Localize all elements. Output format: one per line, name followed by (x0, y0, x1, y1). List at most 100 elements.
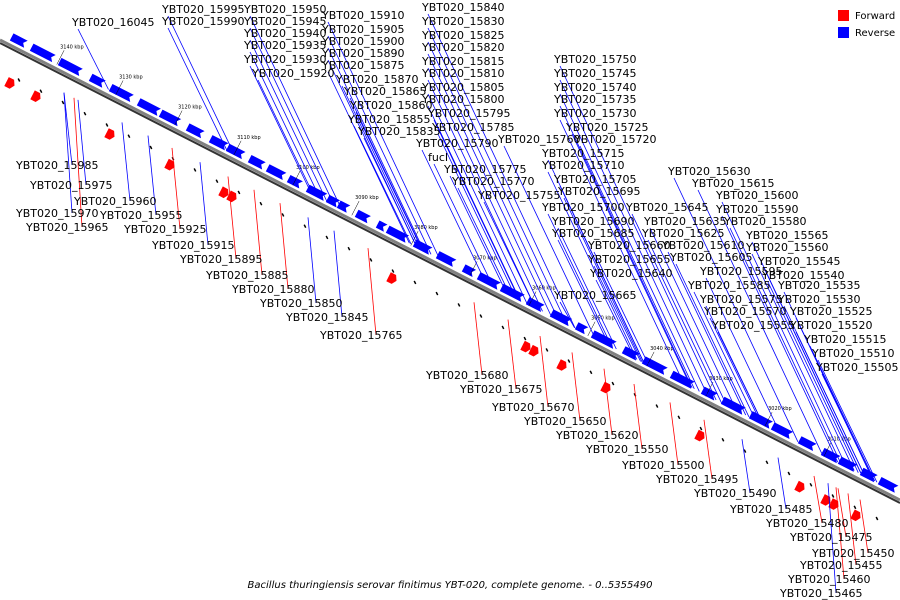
gene-label[interactable]: YBT020_15560 (745, 241, 828, 254)
gene-label-text[interactable]: YBT020_15885 (205, 269, 288, 282)
gene-label[interactable]: YBT020_15795 (427, 107, 510, 120)
reverse-gene-17[interactable] (375, 220, 388, 232)
gene-label[interactable]: YBT020_15480 (765, 517, 848, 530)
gene-label-text[interactable]: YBT020_15705 (553, 173, 636, 186)
gene-label[interactable]: YBT020_15805 (421, 81, 504, 94)
gene-label[interactable]: YBT020_15935 (243, 39, 326, 52)
gene-label[interactable]: YBT020_15700 (541, 201, 624, 214)
gene-label-text[interactable]: YBT020_15925 (123, 223, 206, 236)
gene-label-text[interactable]: YBT020_15700 (541, 201, 624, 214)
gene-label-text[interactable]: YBT020_15645 (625, 201, 708, 214)
reverse-gene-24[interactable] (525, 297, 545, 312)
gene-label[interactable]: YBT020_15605 (669, 251, 752, 264)
reverse-gene-19[interactable] (412, 239, 433, 255)
gene-label-text[interactable]: YBT020_15875 (321, 59, 404, 72)
gene-label-text[interactable]: YBT020_15650 (523, 415, 606, 428)
gene-label-text[interactable]: YBT020_15475 (789, 531, 872, 544)
gene-label-text[interactable]: YBT020_15745 (553, 67, 636, 80)
gene-label-text[interactable]: YBT020_15625 (641, 227, 724, 240)
gene-label[interactable]: YBT020_15755 (477, 189, 560, 202)
gene-label-text[interactable]: YBT020_15995 (161, 3, 244, 16)
gene-label[interactable]: YBT020_15625 (641, 227, 724, 240)
gene-label-text[interactable]: YBT020_15915 (151, 239, 234, 252)
gene-label[interactable]: YBT020_15900 (321, 35, 404, 48)
gene-label[interactable]: YBT020_15825 (421, 29, 504, 42)
gene-label[interactable]: YBT020_15990 (161, 15, 244, 28)
forward-gene-15[interactable] (850, 509, 861, 522)
gene-label-text[interactable]: YBT020_15740 (553, 81, 636, 94)
gene-label[interactable]: YBT020_16045 (71, 16, 154, 29)
gene-label-text[interactable]: YBT020_15525 (789, 305, 872, 318)
reverse-gene-2[interactable] (57, 57, 83, 76)
reverse-gene-6[interactable] (158, 109, 182, 127)
gene-label-text[interactable]: YBT020_15945 (243, 15, 326, 28)
gene-label-text[interactable]: YBT020_15715 (541, 147, 624, 160)
gene-label[interactable]: YBT020_15595 (699, 265, 782, 278)
gene-label-text[interactable]: YBT020_15455 (799, 559, 882, 572)
gene-label[interactable]: YBT020_15680 (425, 369, 508, 382)
gene-labels[interactable]: YBT020_16045YBT020_15995YBT020_15990YBT0… (15, 1, 898, 600)
gene-label-text[interactable]: YBT020_15550 (585, 443, 668, 456)
gene-label-text[interactable]: YBT020_15590 (715, 203, 798, 216)
gene-label-text[interactable]: YBT020_15725 (565, 121, 648, 134)
forward-gene-9[interactable] (556, 359, 567, 371)
gene-label[interactable]: YBT020_15590 (715, 203, 798, 216)
forward-gene-8[interactable] (528, 344, 539, 357)
reverse-gene-39[interactable] (877, 477, 899, 493)
gene-label[interactable]: YBT020_15865 (343, 85, 426, 98)
gene-label[interactable]: YBT020_15925 (123, 223, 206, 236)
gene-label[interactable]: YBT020_15960 (73, 195, 156, 208)
reverse-gene-14[interactable] (325, 194, 341, 208)
gene-label[interactable]: YBT020_15490 (693, 487, 776, 500)
gene-label-text[interactable]: YBT020_15975 (29, 179, 112, 192)
gene-label[interactable]: YBT020_15545 (757, 255, 840, 268)
gene-label[interactable]: YBT020_15565 (745, 229, 828, 242)
gene-label[interactable]: YBT020_15715 (541, 147, 624, 160)
gene-label[interactable]: YBT020_15525 (789, 305, 872, 318)
gene-label-text[interactable]: YBT020_15600 (715, 189, 798, 202)
gene-label-text[interactable]: YBT020_15800 (421, 93, 504, 106)
gene-label-text[interactable]: YBT020_15605 (669, 251, 752, 264)
forward-gene-5[interactable] (226, 190, 237, 203)
gene-label-text[interactable]: YBT020_15580 (723, 215, 806, 228)
gene-label[interactable]: YBT020_15875 (321, 59, 404, 72)
gene-label-text[interactable]: YBT020_15985 (15, 159, 98, 172)
gene-label-text[interactable]: YBT020_15845 (285, 311, 368, 324)
gene-label[interactable]: YBT020_15735 (553, 93, 636, 106)
gene-label[interactable]: YBT020_15890 (321, 47, 404, 60)
gene-label-text[interactable]: YBT020_15865 (343, 85, 426, 98)
gene-label[interactable]: YBT020_15475 (789, 531, 872, 544)
gene-label[interactable]: YBT020_15785 (431, 121, 514, 134)
gene-label[interactable]: YBT020_15930 (243, 53, 326, 66)
gene-label[interactable]: YBT020_15915 (151, 239, 234, 252)
gene-label[interactable]: YBT020_15585 (687, 279, 770, 292)
gene-label[interactable]: YBT020_15635 (643, 215, 726, 228)
gene-label-text[interactable]: fucI (428, 151, 448, 164)
gene-label-text[interactable]: YBT020_15675 (459, 383, 542, 396)
gene-label-text[interactable]: YBT020_15635 (643, 215, 726, 228)
gene-label-text[interactable]: YBT020_15640 (589, 267, 672, 280)
gene-label-text[interactable]: YBT020_15670 (491, 401, 574, 414)
gene-label[interactable]: YBT020_15460 (787, 573, 870, 586)
gene-label[interactable]: YBT020_15835 (357, 125, 440, 138)
gene-label[interactable]: YBT020_15760 (497, 133, 580, 146)
reverse-gene-32[interactable] (720, 396, 746, 415)
reverse-gene-7[interactable] (185, 123, 205, 139)
gene-label-text[interactable]: YBT020_15690 (551, 215, 634, 228)
gene-label-text[interactable]: YBT020_15485 (729, 503, 812, 516)
gene-label-text[interactable]: YBT020_15795 (427, 107, 510, 120)
gene-label-text[interactable]: YBT020_15730 (553, 107, 636, 120)
forward-gene-1[interactable] (30, 90, 41, 102)
gene-label-text[interactable]: YBT020_15905 (321, 23, 404, 36)
gene-label-text[interactable]: YBT020_15460 (787, 573, 870, 586)
gene-label-text[interactable]: YBT020_15450 (811, 547, 894, 560)
gene-label-text[interactable]: YBT020_15710 (541, 159, 624, 172)
gene-label[interactable]: YBT020_15800 (421, 93, 504, 106)
gene-label-text[interactable]: YBT020_15790 (415, 137, 498, 150)
gene-label[interactable]: YBT020_15505 (815, 361, 898, 374)
forward-gene-14[interactable] (828, 498, 839, 510)
gene-label[interactable]: YBT020_15885 (205, 269, 288, 282)
gene-label-text[interactable]: YBT020_15920 (251, 67, 334, 80)
gene-label[interactable]: YBT020_15465 (779, 587, 862, 600)
gene-label[interactable]: YBT020_15820 (421, 41, 504, 54)
